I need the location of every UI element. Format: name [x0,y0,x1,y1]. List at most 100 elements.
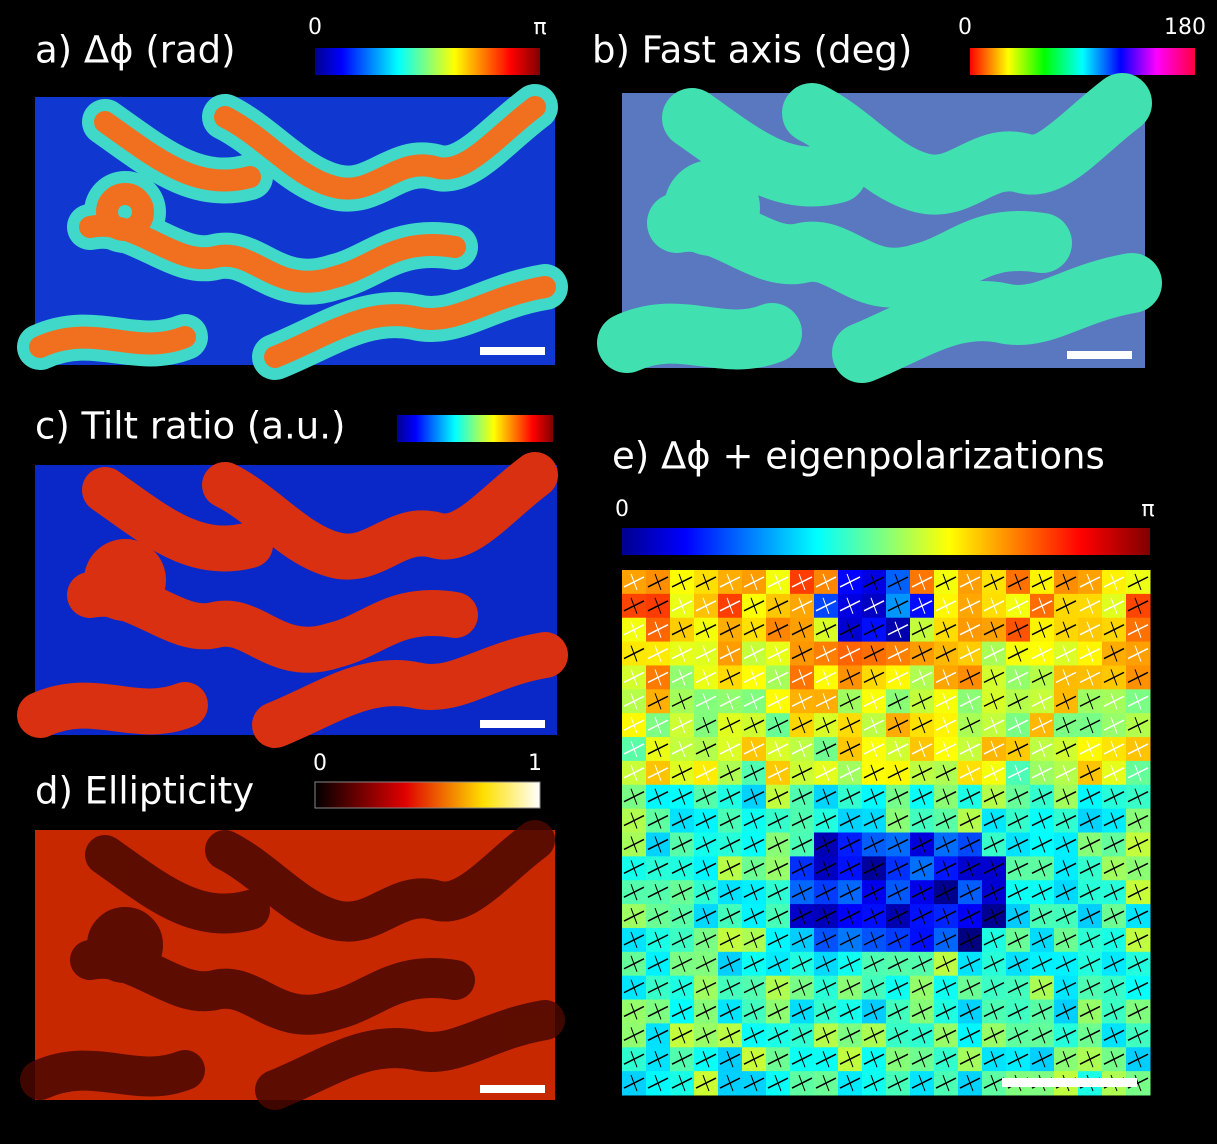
eigen-axis [726,645,734,662]
eigen-axis [1014,740,1022,758]
eigen-axis [942,669,950,686]
eigen-axis [1110,883,1118,901]
eigen-axis [798,693,806,710]
eigen-axis [654,955,662,972]
eigen-axis [822,883,830,901]
eigen-axis [1134,573,1142,591]
eigen-axis [1086,955,1094,972]
eigen-axis [990,621,998,638]
eigen-axis [1134,716,1142,734]
eigen-axis [654,931,662,949]
eigen-axis [1086,931,1094,949]
eigen-axis [726,1074,734,1092]
eigen-axis [846,693,854,710]
eigen-axis [942,716,950,734]
eigen-axis [630,669,638,686]
eigen-axis [870,621,878,638]
eigen-axis [726,907,734,925]
eigen-axis [822,907,830,925]
eigen-axis [750,1027,758,1044]
eigen-axis [798,1051,806,1068]
eigen-axis [630,764,638,782]
eigen-axis [630,931,638,949]
eigen-axis [1086,573,1094,591]
eigen-axis [942,1027,950,1044]
eigen-axis [966,979,974,996]
eigen-axis [1086,1051,1094,1068]
eigen-axis [894,931,902,949]
eigen-axis [630,645,638,662]
eigen-axis [966,716,974,734]
eigen-axis [1038,597,1046,614]
eigen-axis [1062,1027,1070,1044]
eigen-axis [822,955,830,972]
eigen-axis [966,1051,974,1068]
eigen-axis [894,764,902,782]
eigen-axis [966,931,974,949]
eigen-axis [894,979,902,996]
eigen-axis [1062,669,1070,686]
eigen-axis [726,860,734,877]
eigen-axis [966,621,974,638]
eigen-axis [846,883,854,901]
colorbar-label: 0 [308,15,322,40]
eigen-axis [654,907,662,925]
eigen-axis [726,788,734,805]
eigen-axis [894,1051,902,1068]
eigen-axis [918,621,926,638]
eigen-axis [630,788,638,805]
eigen-axis [678,1003,686,1020]
eigen-axis [990,597,998,614]
eigen-axis [918,883,926,901]
eigen-axis [1110,836,1118,853]
eigen-axis [678,979,686,996]
eigen-axis [870,860,878,877]
eigen-axis [822,1051,830,1068]
eigen-axis [702,836,710,853]
eigen-axis [990,1027,998,1044]
eigen-axis [1038,812,1046,829]
eigen-axis [1014,907,1022,925]
eigen-axis [918,693,926,710]
eigen-axis [822,716,830,734]
eigen-axis [1086,621,1094,638]
eigen-axis [966,669,974,686]
eigen-axis [678,693,686,710]
eigen-axis [894,1003,902,1020]
eigen-axis [1134,740,1142,758]
eigen-axis [1134,788,1142,805]
eigen-axis [822,740,830,758]
eigen-axis [774,1074,782,1092]
eigen-axis [966,812,974,829]
eigen-axis [870,597,878,614]
eigen-axis [630,1074,638,1092]
eigen-axis [702,693,710,710]
eigen-axis [918,979,926,996]
eigen-axis [870,740,878,758]
eigen-axis [846,812,854,829]
eigen-axis [774,693,782,710]
eigen-axis [966,883,974,901]
eigen-axis [654,764,662,782]
eigen-axis [654,716,662,734]
eigen-axis [1134,1051,1142,1068]
eigen-axis [966,740,974,758]
eigen-axis [726,597,734,614]
eigen-axis [654,883,662,901]
eigen-axis [846,1003,854,1020]
eigen-axis [1134,669,1142,686]
eigen-axis [870,1074,878,1092]
eigen-axis [1086,669,1094,686]
eigen-axis [1110,645,1118,662]
eigen-axis [726,1027,734,1044]
eigen-axis [894,669,902,686]
eigen-axis [774,740,782,758]
eigen-axis [1062,883,1070,901]
eigen-axis [774,979,782,996]
eigen-axis [822,836,830,853]
eigen-axis [894,645,902,662]
eigen-axis [894,883,902,901]
eigen-axis [822,597,830,614]
eigen-axis [966,645,974,662]
